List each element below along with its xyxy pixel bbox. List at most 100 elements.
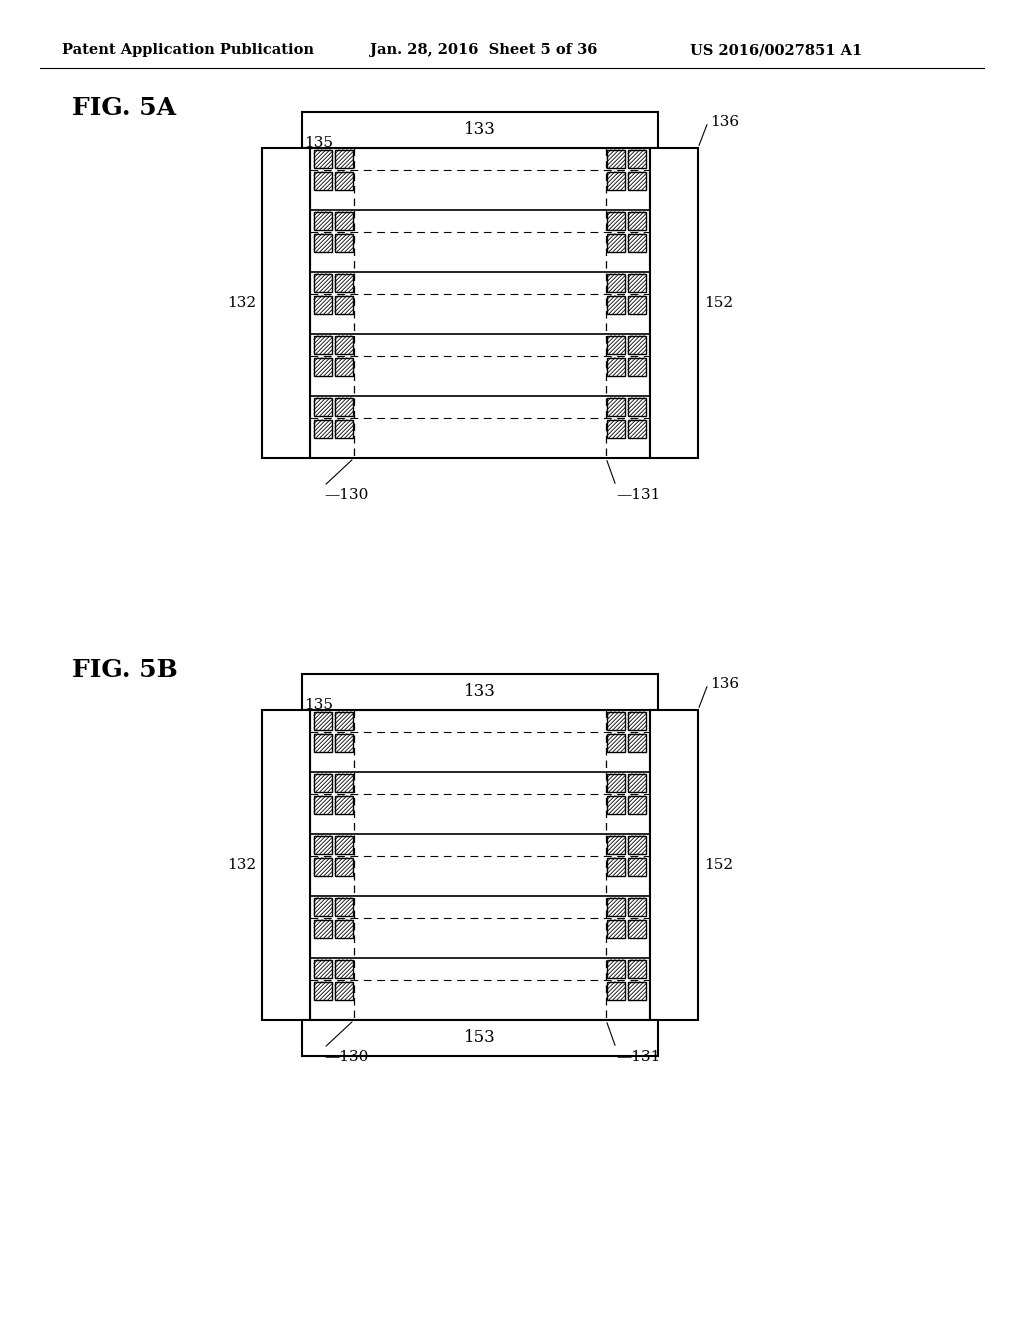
Text: —131: —131	[616, 1049, 660, 1064]
Bar	[607, 149, 625, 168]
Bar	[607, 172, 625, 190]
Bar	[314, 774, 332, 792]
Bar	[607, 734, 625, 751]
Bar	[314, 711, 332, 730]
Bar	[607, 397, 625, 416]
Bar	[628, 149, 646, 168]
Bar	[314, 211, 332, 230]
Bar	[628, 920, 646, 937]
Text: 136: 136	[710, 677, 739, 690]
Bar	[650, 710, 698, 1020]
Bar	[314, 358, 332, 376]
Bar	[628, 734, 646, 751]
Bar	[314, 296, 332, 314]
Bar	[607, 296, 625, 314]
Bar	[628, 172, 646, 190]
Bar	[262, 148, 310, 458]
Bar	[335, 296, 353, 314]
Bar	[314, 149, 332, 168]
Bar	[335, 920, 353, 937]
Bar	[607, 858, 625, 875]
Text: 132: 132	[227, 296, 256, 310]
Bar	[607, 335, 625, 354]
Text: 152: 152	[705, 296, 733, 310]
Bar	[628, 960, 646, 978]
Bar	[314, 796, 332, 813]
Bar	[607, 774, 625, 792]
Bar	[314, 420, 332, 438]
Bar	[310, 148, 650, 458]
Bar	[314, 273, 332, 292]
Bar	[314, 836, 332, 854]
Bar	[335, 234, 353, 252]
Bar	[628, 335, 646, 354]
Bar	[628, 796, 646, 813]
Bar	[628, 397, 646, 416]
Bar	[335, 796, 353, 813]
Bar	[607, 711, 625, 730]
Bar	[628, 273, 646, 292]
Text: FIG. 5A: FIG. 5A	[72, 96, 176, 120]
Text: FIG. 5B: FIG. 5B	[72, 657, 178, 682]
Text: Jan. 28, 2016  Sheet 5 of 36: Jan. 28, 2016 Sheet 5 of 36	[370, 44, 597, 57]
Bar	[302, 112, 658, 148]
Bar	[314, 734, 332, 751]
Bar	[628, 420, 646, 438]
Bar	[262, 710, 310, 1020]
Bar	[302, 1020, 658, 1056]
Bar	[628, 774, 646, 792]
Text: US 2016/0027851 A1: US 2016/0027851 A1	[690, 44, 862, 57]
Bar	[607, 836, 625, 854]
Bar	[607, 982, 625, 999]
Bar	[314, 920, 332, 937]
Bar	[335, 149, 353, 168]
Bar	[335, 734, 353, 751]
Bar	[335, 172, 353, 190]
Bar	[335, 898, 353, 916]
Bar	[335, 982, 353, 999]
Bar	[628, 358, 646, 376]
Bar	[310, 710, 650, 1020]
Text: —130: —130	[324, 488, 369, 502]
Text: 152: 152	[705, 858, 733, 873]
Bar	[607, 211, 625, 230]
Bar	[607, 234, 625, 252]
Bar	[628, 711, 646, 730]
Bar	[335, 335, 353, 354]
Text: —131: —131	[616, 488, 660, 502]
Bar	[607, 796, 625, 813]
Bar	[628, 234, 646, 252]
Bar	[628, 296, 646, 314]
Bar	[628, 982, 646, 999]
Bar	[607, 960, 625, 978]
Text: 153: 153	[464, 1030, 496, 1047]
Bar	[607, 898, 625, 916]
Text: Patent Application Publication: Patent Application Publication	[62, 44, 314, 57]
Bar	[335, 711, 353, 730]
Bar	[335, 836, 353, 854]
Bar	[607, 358, 625, 376]
Text: —130: —130	[324, 1049, 369, 1064]
Bar	[314, 172, 332, 190]
Bar	[314, 397, 332, 416]
Text: 133: 133	[464, 684, 496, 701]
Text: 135: 135	[304, 136, 333, 150]
Bar	[314, 858, 332, 875]
Bar	[607, 420, 625, 438]
Text: 132: 132	[227, 858, 256, 873]
Bar	[314, 335, 332, 354]
Bar	[335, 858, 353, 875]
Bar	[335, 358, 353, 376]
Bar	[628, 211, 646, 230]
Bar	[314, 898, 332, 916]
Bar	[335, 420, 353, 438]
Bar	[335, 273, 353, 292]
Bar	[607, 273, 625, 292]
Bar	[335, 397, 353, 416]
Bar	[335, 774, 353, 792]
Bar	[335, 960, 353, 978]
Bar	[628, 836, 646, 854]
Bar	[650, 148, 698, 458]
Bar	[314, 960, 332, 978]
Text: 135: 135	[304, 698, 333, 711]
